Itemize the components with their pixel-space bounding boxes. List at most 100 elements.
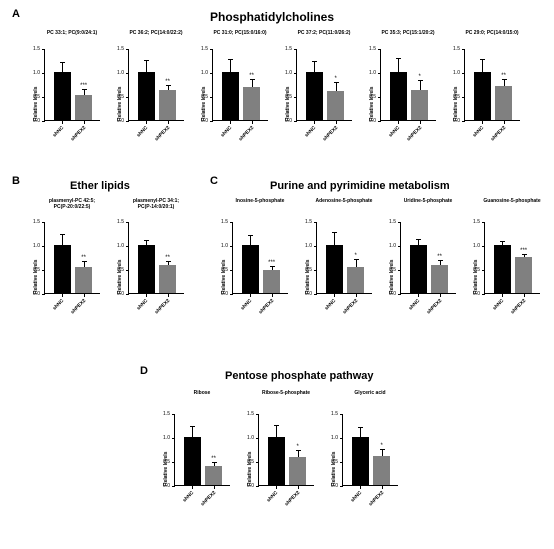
significance-marker: ** bbox=[159, 255, 176, 261]
y-tick bbox=[126, 222, 129, 223]
significance-marker: *** bbox=[515, 248, 532, 254]
y-axis-label: Relative levels bbox=[305, 260, 311, 294]
section-title: Ether lipids bbox=[70, 180, 130, 192]
x-axis-label: shNC bbox=[128, 125, 150, 147]
error-cap bbox=[354, 259, 359, 260]
error-bar bbox=[276, 426, 277, 437]
chart: PC 33:1; PC(9:0/24:1)0.00.51.01.5***Rela… bbox=[30, 30, 114, 145]
y-tick-label: 1.0 bbox=[369, 70, 376, 76]
y-axis-label: Relative levels bbox=[117, 87, 123, 121]
x-tick bbox=[250, 294, 251, 297]
x-tick bbox=[360, 486, 361, 489]
error-bar bbox=[420, 81, 421, 91]
y-tick bbox=[340, 414, 343, 415]
y-tick bbox=[462, 121, 465, 122]
chart-title: Adenosine-5-phosphate bbox=[302, 198, 386, 204]
y-tick bbox=[256, 438, 259, 439]
chart-title: PC 31:0; PC(15:0/16:0) bbox=[198, 30, 282, 36]
plot-area: 0.00.51.01.5** bbox=[400, 222, 456, 294]
error-bar bbox=[314, 62, 315, 72]
y-tick bbox=[126, 121, 129, 122]
error-cap bbox=[166, 261, 171, 262]
x-axis-label: shNC bbox=[232, 298, 254, 320]
significance-marker: * bbox=[347, 253, 364, 259]
y-tick-label: 1.0 bbox=[201, 70, 208, 76]
x-axis-label: shNC bbox=[44, 298, 66, 320]
error-bar bbox=[146, 61, 147, 72]
x-tick bbox=[334, 294, 335, 297]
y-tick bbox=[398, 246, 401, 247]
y-tick bbox=[42, 222, 45, 223]
error-cap bbox=[416, 239, 421, 240]
y-tick-label: 1.0 bbox=[247, 435, 254, 441]
plot-area: 0.00.51.01.5*** bbox=[232, 222, 288, 294]
error-cap bbox=[500, 241, 505, 242]
y-tick bbox=[126, 49, 129, 50]
error-cap bbox=[144, 240, 149, 241]
error-bar bbox=[168, 86, 169, 90]
y-tick-label: 1.0 bbox=[221, 243, 228, 249]
panel-label-b: B bbox=[12, 175, 20, 187]
bar bbox=[205, 466, 222, 485]
y-tick-label: 1.5 bbox=[369, 46, 376, 52]
chart-title: PC 33:1; PC(9:0/24:1) bbox=[30, 30, 114, 36]
x-tick bbox=[314, 121, 315, 124]
x-axis-label: shNC bbox=[380, 125, 402, 147]
chart: Ribose-5-phosphate0.00.51.01.5*Relative … bbox=[244, 390, 328, 510]
error-cap bbox=[334, 82, 339, 83]
x-tick bbox=[382, 486, 383, 489]
x-axis-label: shPEX2 bbox=[253, 298, 275, 320]
chart: Uridine-5-phosphate0.00.51.01.5**Relativ… bbox=[386, 198, 470, 318]
y-tick-label: 1.0 bbox=[33, 243, 40, 249]
error-cap bbox=[438, 260, 443, 261]
bar bbox=[138, 72, 155, 120]
chart: PC 31:0; PC(15:0/16:0) 0.00.51.01.5** Rela… bbox=[198, 30, 282, 145]
panel-label-a: A bbox=[12, 8, 20, 20]
bar bbox=[159, 265, 176, 293]
plot-area: 0.00.51.01.5*** bbox=[44, 49, 100, 121]
bar bbox=[347, 267, 364, 293]
bar bbox=[373, 456, 390, 485]
y-tick bbox=[172, 486, 175, 487]
significance-marker: *** bbox=[75, 83, 92, 89]
plot-area: 0.00.51.01.5** bbox=[212, 49, 268, 121]
error-bar bbox=[298, 451, 299, 457]
y-tick bbox=[462, 73, 465, 74]
y-tick-label: 1.5 bbox=[163, 411, 170, 417]
y-axis-label: Relative levels bbox=[201, 87, 207, 121]
y-tick bbox=[378, 49, 381, 50]
chart-title: PC 37:2; PC(11:0/26:2) bbox=[282, 30, 366, 36]
y-tick bbox=[314, 294, 317, 295]
x-axis-label: shPEX2 bbox=[149, 298, 171, 320]
bar bbox=[75, 267, 92, 293]
x-tick bbox=[524, 294, 525, 297]
x-axis-label: shNC bbox=[316, 298, 338, 320]
error-bar bbox=[334, 233, 335, 245]
error-bar bbox=[84, 262, 85, 267]
y-tick bbox=[42, 294, 45, 295]
section-title: Phosphatidylcholines bbox=[210, 10, 334, 24]
y-tick bbox=[210, 49, 213, 50]
error-cap bbox=[212, 462, 217, 463]
y-tick bbox=[378, 121, 381, 122]
bar bbox=[326, 245, 343, 293]
error-cap bbox=[270, 266, 275, 267]
error-bar bbox=[360, 428, 361, 437]
error-cap bbox=[502, 79, 507, 80]
bar bbox=[494, 245, 511, 293]
x-axis-label: shPEX2 bbox=[485, 125, 507, 147]
x-axis-label: shNC bbox=[342, 490, 364, 512]
y-axis-label: Relative levels bbox=[389, 260, 395, 294]
chart-title: Ribose bbox=[160, 390, 244, 396]
y-tick bbox=[378, 97, 381, 98]
significance-marker: ** bbox=[75, 255, 92, 261]
x-axis-label: shPEX2 bbox=[149, 125, 171, 147]
error-bar bbox=[250, 236, 251, 245]
error-cap bbox=[60, 234, 65, 235]
x-tick bbox=[418, 294, 419, 297]
x-tick bbox=[84, 294, 85, 297]
y-tick bbox=[230, 222, 233, 223]
x-tick bbox=[252, 121, 253, 124]
y-tick-label: 1.0 bbox=[285, 70, 292, 76]
error-bar bbox=[382, 450, 383, 456]
